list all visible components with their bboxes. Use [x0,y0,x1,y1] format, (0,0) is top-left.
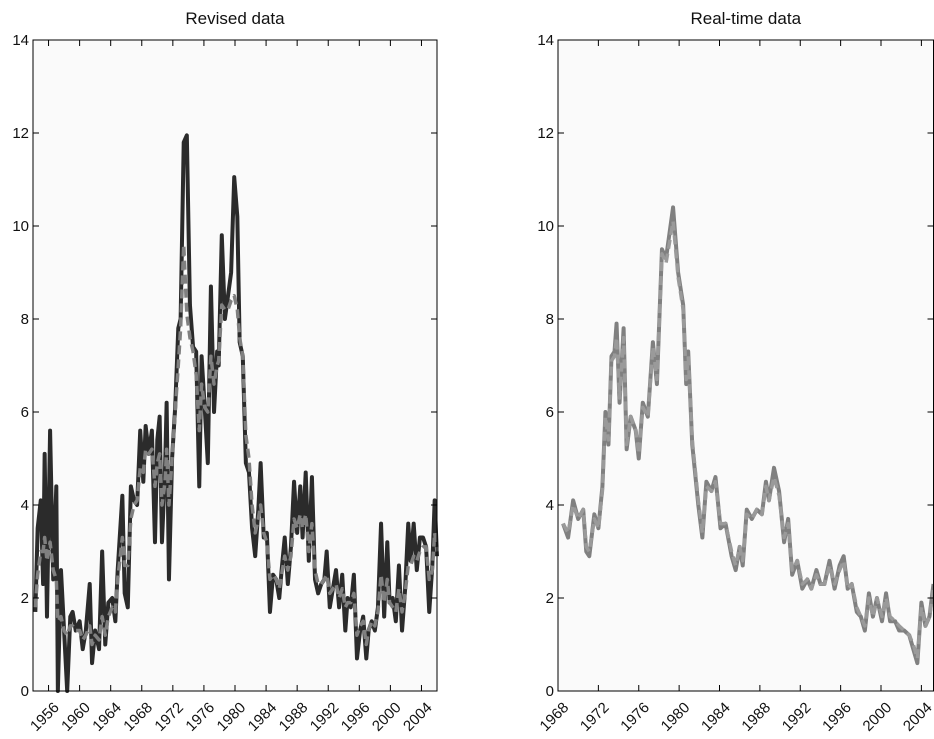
x-tick-label: 2000 [369,699,405,735]
x-tick-label: 1960 [58,699,94,735]
x-tick-label: 1976 [182,699,218,735]
x-tick-label: 1992 [779,699,815,735]
y-tick-label: 12 [12,125,29,142]
y-tick-label: 8 [546,311,554,328]
x-tick-label: 1972 [577,699,613,735]
data-line [33,242,439,647]
x-tick-label: 1992 [307,699,343,735]
x-tick-label: 1980 [214,699,250,735]
x-tick-label: 1968 [120,699,156,735]
plot-area [558,40,934,691]
x-tick-label: 1984 [245,699,281,735]
chart-title: Revised data [185,9,285,28]
y-tick-label: 4 [21,497,29,514]
y-tick-label: 12 [537,125,554,142]
x-tick-label: 1996 [338,699,374,735]
y-tick-label: 8 [21,311,29,328]
y-tick-label: 0 [546,683,554,700]
y-tick-label: 6 [21,404,29,421]
x-tick-label: 2004 [900,699,934,735]
y-tick-label: 14 [537,32,554,49]
chart-title: Real-time data [690,9,801,28]
x-tick-label: 1988 [738,699,774,735]
y-tick-label: 6 [546,404,554,421]
y-tick-label: 10 [537,218,554,235]
x-tick-label: 1988 [276,699,312,735]
x-tick-label: 2000 [860,699,896,735]
y-tick-label: 4 [546,497,554,514]
x-tick-label: 1956 [27,699,63,735]
x-tick-label: 1976 [617,699,653,735]
x-tick-label: 1996 [819,699,855,735]
data-line [561,219,934,661]
y-tick-label: 10 [12,218,29,235]
x-tick-label: 2004 [400,699,436,735]
y-tick-label: 2 [546,590,554,607]
y-tick-label: 0 [21,683,29,700]
x-tick-label: 1964 [89,699,125,735]
x-tick-label: 1972 [151,699,187,735]
y-tick-label: 2 [21,590,29,607]
y-tick-label: 14 [12,32,29,49]
plot-area [33,40,437,691]
x-tick-label: 1980 [658,699,694,735]
x-tick-label: 1968 [537,699,573,735]
x-tick-label: 1984 [698,699,734,735]
